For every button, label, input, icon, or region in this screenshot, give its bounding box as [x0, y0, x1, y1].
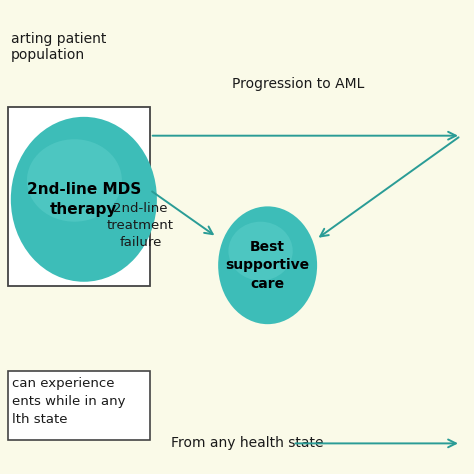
- Text: 2nd-line
treatment
failure: 2nd-line treatment failure: [107, 202, 174, 249]
- Text: From any health state: From any health state: [171, 437, 324, 450]
- Ellipse shape: [11, 117, 157, 282]
- Text: arting patient
population: arting patient population: [11, 32, 106, 62]
- Ellipse shape: [218, 206, 317, 324]
- Bar: [9, 371, 150, 439]
- Ellipse shape: [27, 139, 122, 222]
- Text: 2nd-line MDS
therapy: 2nd-line MDS therapy: [27, 182, 141, 217]
- Text: Best
supportive
care: Best supportive care: [226, 240, 310, 291]
- Text: can experience
ents while in any
lth state: can experience ents while in any lth sta…: [12, 377, 125, 427]
- Ellipse shape: [228, 222, 293, 281]
- Bar: [9, 108, 150, 286]
- Text: Progression to AML: Progression to AML: [232, 77, 365, 91]
